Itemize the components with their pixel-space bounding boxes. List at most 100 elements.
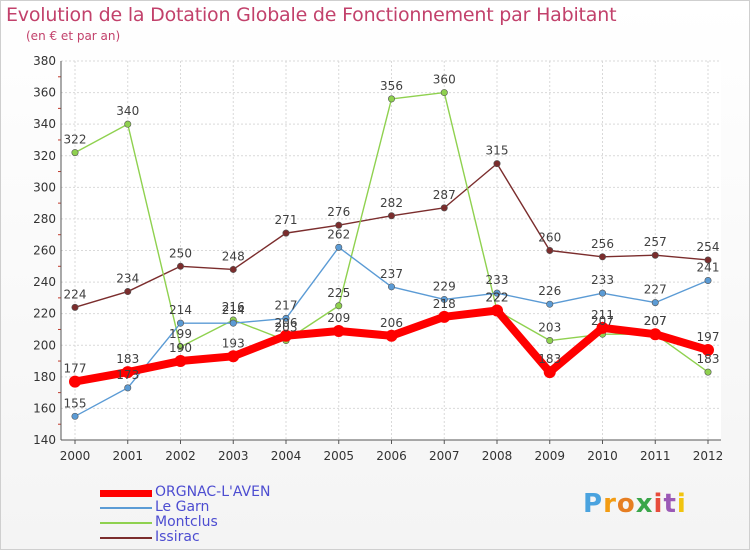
data-label: 207 xyxy=(591,314,614,328)
logo-letter: t xyxy=(663,489,677,519)
x-tick-label: 2006 xyxy=(376,449,407,463)
data-label: 209 xyxy=(327,311,350,325)
series-point-2 xyxy=(177,343,185,351)
series-point-2 xyxy=(704,368,712,376)
series-point-0 xyxy=(649,328,662,341)
data-label: 271 xyxy=(275,213,298,227)
data-label: 282 xyxy=(380,196,403,210)
y-tick-label: 380 xyxy=(33,54,56,68)
data-label: 227 xyxy=(644,283,667,297)
series-point-1 xyxy=(704,277,712,285)
data-label: 190 xyxy=(169,341,192,355)
data-label: 183 xyxy=(116,352,139,366)
x-tick-label: 2010 xyxy=(587,449,618,463)
data-label: 340 xyxy=(116,104,139,118)
data-label: 287 xyxy=(433,188,456,202)
series-point-3 xyxy=(704,256,712,264)
legend-swatch xyxy=(100,522,152,524)
series-point-0 xyxy=(332,325,345,338)
data-label: 360 xyxy=(433,73,456,87)
data-label: 260 xyxy=(538,231,561,245)
data-label: 233 xyxy=(486,273,509,287)
series-point-0 xyxy=(596,321,609,334)
data-label: 193 xyxy=(222,336,245,350)
y-tick-label: 240 xyxy=(33,275,56,289)
data-label: 315 xyxy=(486,144,509,158)
data-label: 222 xyxy=(486,291,509,305)
chart-subtitle: (en € et par an) xyxy=(26,29,121,43)
y-tick-label: 340 xyxy=(33,117,56,131)
series-point-1 xyxy=(440,295,448,303)
data-label: 226 xyxy=(538,284,561,298)
series-point-1 xyxy=(177,319,185,327)
legend-swatch xyxy=(100,507,152,509)
data-label: 155 xyxy=(64,396,87,410)
data-label: 183 xyxy=(538,352,561,366)
series-point-3 xyxy=(493,160,501,168)
data-label: 237 xyxy=(380,267,403,281)
series-point-0 xyxy=(491,304,503,317)
series-point-3 xyxy=(335,221,343,229)
data-label: 250 xyxy=(169,246,192,260)
x-tick-label: 2008 xyxy=(482,449,513,463)
x-tick-label: 2011 xyxy=(640,449,671,463)
data-label: 214 xyxy=(222,303,245,317)
series-point-3 xyxy=(651,251,659,259)
x-tick-label: 2007 xyxy=(429,449,460,463)
series-point-3 xyxy=(177,262,185,270)
series-point-3 xyxy=(71,303,79,311)
y-tick-label: 260 xyxy=(33,244,56,258)
data-label: 276 xyxy=(327,205,350,219)
legend-label: Le Garn xyxy=(155,499,210,515)
data-label: 211 xyxy=(591,308,614,322)
data-label: 216 xyxy=(222,300,245,314)
series-point-3 xyxy=(598,253,606,261)
x-tick-label: 2003 xyxy=(218,449,249,463)
logo-letter: o xyxy=(616,489,636,519)
series-point-2 xyxy=(440,89,448,97)
legend-label: Issirac xyxy=(155,529,200,545)
data-label: 197 xyxy=(697,330,720,344)
data-label: 256 xyxy=(591,237,614,251)
data-label: 207 xyxy=(644,314,667,328)
y-tick-label: 180 xyxy=(33,370,56,384)
series-point-0 xyxy=(385,329,398,342)
series-point-1 xyxy=(493,289,501,297)
data-label: 234 xyxy=(116,272,139,286)
y-tick-label: 160 xyxy=(33,401,56,415)
x-tick-label: 2000 xyxy=(60,449,91,463)
data-label: 206 xyxy=(380,316,403,330)
data-label: 262 xyxy=(327,227,350,241)
y-tick-label: 140 xyxy=(33,433,56,447)
series-point-0 xyxy=(543,366,556,379)
y-tick-label: 220 xyxy=(33,307,56,321)
logo-letter: P xyxy=(583,489,604,519)
series-point-2 xyxy=(71,149,79,157)
data-label: 203 xyxy=(275,321,298,335)
series-point-1 xyxy=(229,319,237,327)
y-tick-label: 200 xyxy=(33,338,56,352)
series-point-0 xyxy=(702,343,714,356)
chart-title: Evolution de la Dotation Globale de Fonc… xyxy=(6,4,617,26)
series-point-1 xyxy=(124,384,132,392)
x-tick-label: 2002 xyxy=(165,449,196,463)
x-tick-label: 2005 xyxy=(323,449,354,463)
legend-swatch xyxy=(100,537,152,539)
data-label: 183 xyxy=(697,352,720,366)
data-label: 203 xyxy=(538,321,561,335)
data-label: 207 xyxy=(644,314,667,328)
series-point-3 xyxy=(440,204,448,212)
series-point-3 xyxy=(546,247,554,255)
series-point-0 xyxy=(227,350,240,363)
x-tick-label: 2012 xyxy=(693,449,724,463)
data-label: 233 xyxy=(591,273,614,287)
data-label: 222 xyxy=(486,291,509,305)
series-point-2 xyxy=(124,120,132,128)
series-point-3 xyxy=(387,212,395,220)
logo-letter: i xyxy=(653,489,664,519)
data-label: 225 xyxy=(327,286,350,300)
series-point-1 xyxy=(546,300,554,308)
proxiti-logo: Proxiti xyxy=(583,489,687,519)
x-tick-label: 2004 xyxy=(271,449,302,463)
